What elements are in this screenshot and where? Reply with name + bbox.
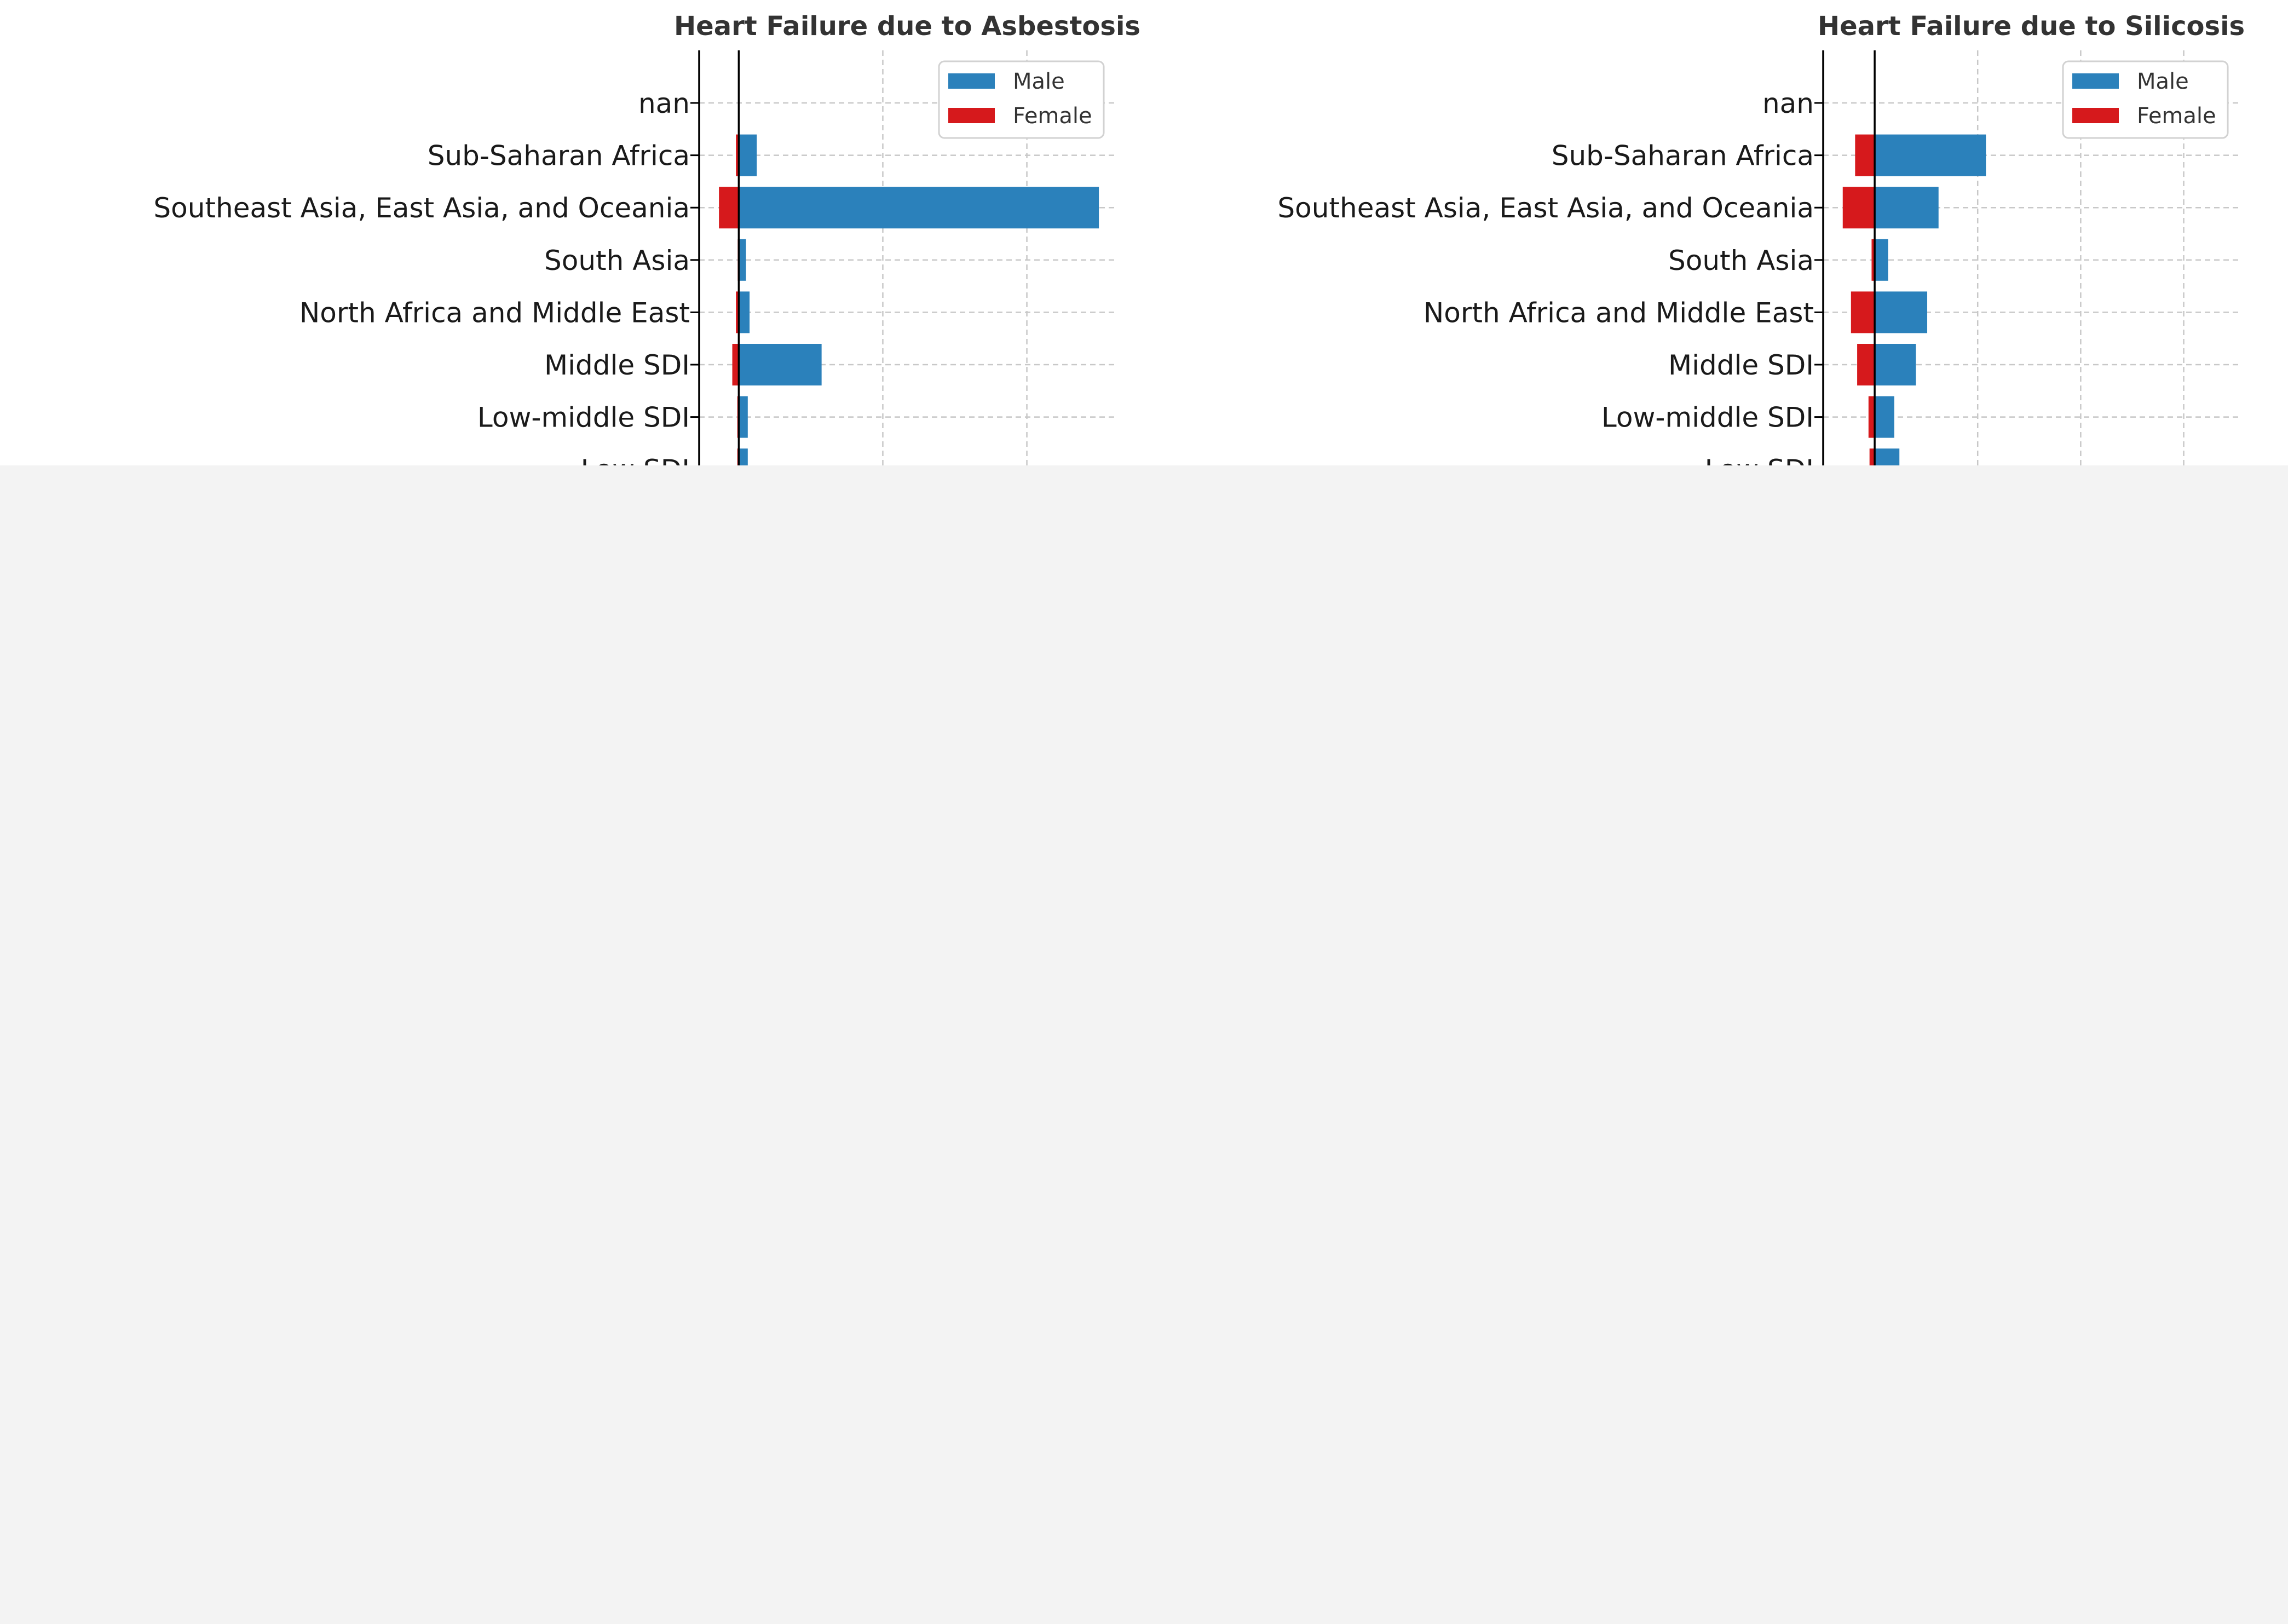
y-tick-label: Southeast Asia, East Asia, and Oceania [153, 192, 690, 224]
plot-area: nan Sub-Saharan Africa Southeast Asia, Eas… [153, 50, 1117, 491]
y-tick-label: nan [638, 88, 690, 119]
bar-female [1871, 239, 1875, 281]
bar-female [1842, 187, 1875, 229]
bar-male [739, 291, 750, 333]
y-tick-label: Sub-Saharan Africa [1552, 140, 1814, 172]
bar-female [719, 187, 739, 229]
y-tick-label: nan [1762, 88, 1814, 119]
chart-title: Heart Failure due to Silicosis [1818, 11, 2245, 42]
bar-female [736, 134, 739, 176]
bar-female [1857, 344, 1875, 385]
bar-male [739, 187, 1099, 229]
y-tick-label: North Africa and Middle East [299, 297, 690, 329]
bar-female [732, 344, 739, 385]
y-tick-label: North Africa and Middle East [1423, 297, 1814, 329]
y-tick-label: South Asia [544, 245, 690, 277]
chart-panel-silicosis: Heart Failure due to Silicosis nan Sub-Sa… [1144, 0, 2288, 491]
bar-male [1875, 291, 1928, 333]
bar-female [1851, 291, 1875, 333]
bar-male [739, 396, 748, 438]
legend-swatch-female [948, 108, 995, 123]
legend-label-male: Male [2137, 69, 2189, 94]
bar-male [1875, 239, 1888, 281]
legend-label-female: Female [2137, 103, 2216, 129]
bar-female [1855, 134, 1875, 176]
bar-male [739, 344, 822, 385]
bar-male [739, 239, 746, 281]
bar-female [1868, 396, 1875, 438]
y-tick-label: Middle SDI [544, 349, 690, 381]
bar-male [1875, 344, 1916, 385]
legend: Male Female [2062, 60, 2229, 139]
legend-label-male: Male [1013, 69, 1065, 94]
legend-swatch-female [2072, 108, 2119, 123]
y-tick-label: Middle SDI [1668, 349, 1814, 381]
legend-swatch-male [2072, 73, 2119, 89]
bar-male [739, 134, 757, 176]
page-overlay [0, 465, 2288, 1624]
bar-male [1875, 134, 1986, 176]
y-tick-label: Low-middle SDI [477, 402, 690, 434]
bar-male [1875, 396, 1894, 438]
legend-swatch-male [948, 73, 995, 89]
legend-label-female: Female [1013, 103, 1092, 129]
y-tick-label: Southeast Asia, East Asia, and Oceania [1277, 192, 1814, 224]
chart-title: Heart Failure due to Asbestosis [674, 11, 1140, 42]
legend: Male Female [938, 60, 1105, 139]
y-tick-label: South Asia [1668, 245, 1814, 277]
y-tick-label: Low-middle SDI [1601, 402, 1814, 434]
bar-female [736, 291, 739, 333]
chart-panel-asbestosis: Heart Failure due to Asbestosis nan Sub-S… [0, 0, 1144, 491]
y-tick-label: Sub-Saharan Africa [428, 140, 690, 172]
bar-male [1875, 187, 1939, 229]
